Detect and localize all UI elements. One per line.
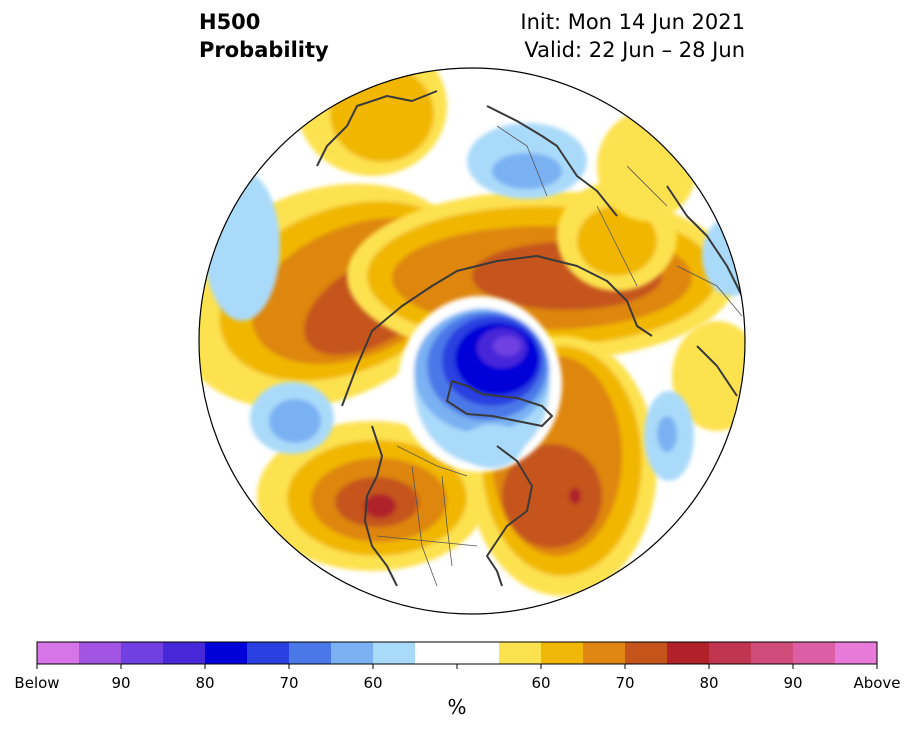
anomaly-north-pacific [250, 382, 334, 454]
colorbar-unit: % [447, 695, 467, 719]
valid-range: Valid: 22 Jun – 28 Jun [524, 38, 745, 62]
anomaly-hudson-bay [462, 424, 522, 468]
colorbar-swatch [835, 642, 878, 664]
colorbar-swatch [163, 642, 206, 664]
colorbar-label-below: Below [14, 674, 60, 692]
colorbar-swatch [709, 642, 752, 664]
colorbar-swatch [541, 642, 584, 664]
colorbar-swatch [289, 642, 332, 664]
colorbar-swatch [457, 642, 500, 664]
colorbar-swatch [499, 642, 542, 664]
colorbar-swatch [583, 642, 626, 664]
colorbar-swatch [751, 642, 794, 664]
colorbar-label-below-90: 90 [111, 674, 131, 692]
init-date: Init: Mon 14 Jun 2021 [520, 10, 745, 34]
map-dates: Init: Mon 14 Jun 2021 Valid: 22 Jun – 28… [520, 8, 745, 64]
colorbar-swatch [667, 642, 710, 664]
colorbar [36, 641, 878, 669]
colorbar-label-above: Above [853, 674, 901, 692]
colorbar-swatch [205, 642, 248, 664]
polar-map [198, 67, 746, 615]
colorbar-swatch [793, 642, 836, 664]
title-variable: H500 [199, 10, 261, 34]
colorbar-label-below-70: 70 [279, 674, 299, 692]
colorbar-swatch [37, 642, 80, 664]
anomaly-alaska [557, 181, 745, 431]
colorbar-swatch [373, 642, 416, 664]
colorbar-label-above-80: 80 [699, 674, 719, 692]
title-type: Probability [199, 38, 329, 62]
colorbar-label-above-90: 90 [783, 674, 803, 692]
colorbar-label-below-80: 80 [195, 674, 215, 692]
colorbar-label-below-60: 60 [363, 674, 383, 692]
colorbar-label-above-70: 70 [615, 674, 635, 692]
anomaly-central-arctic [398, 296, 562, 472]
colorbar-swatch [79, 642, 122, 664]
map-title: H500 Probability [199, 8, 329, 64]
borders [376, 125, 743, 587]
colorbar-label-above-60: 60 [531, 674, 551, 692]
colorbar-swatch [415, 642, 458, 664]
colorbar-swatch [247, 642, 290, 664]
colorbar-swatch [331, 642, 374, 664]
anomaly-west-north-america [257, 421, 487, 571]
colorbar-swatch [625, 642, 668, 664]
colorbar-swatch [121, 642, 164, 664]
map-border [198, 67, 746, 615]
coastlines [316, 90, 743, 587]
